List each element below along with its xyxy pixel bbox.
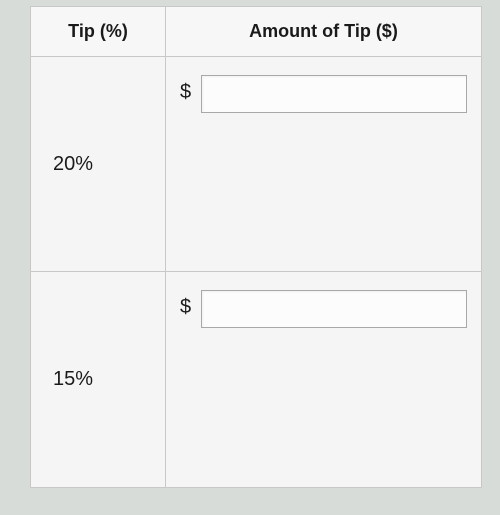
- header-tip-amount: Amount of Tip ($): [166, 7, 481, 56]
- table-row: 15% $: [31, 272, 481, 487]
- dollar-sign-icon: $: [180, 296, 191, 319]
- tip-amount-cell: $: [166, 57, 481, 271]
- tip-percent-cell: 15%: [31, 272, 166, 487]
- tip-table: Tip (%) Amount of Tip ($) 20% $ 15% $: [30, 6, 482, 488]
- tip-amount-input-20[interactable]: [201, 75, 467, 113]
- header-tip-percent: Tip (%): [31, 7, 166, 56]
- tip-amount-cell: $: [166, 272, 481, 487]
- tip-percent-cell: 20%: [31, 57, 166, 271]
- dollar-sign-icon: $: [180, 81, 191, 104]
- table-row: 20% $: [31, 57, 481, 272]
- tip-amount-input-15[interactable]: [201, 290, 467, 328]
- table-header-row: Tip (%) Amount of Tip ($): [31, 7, 481, 57]
